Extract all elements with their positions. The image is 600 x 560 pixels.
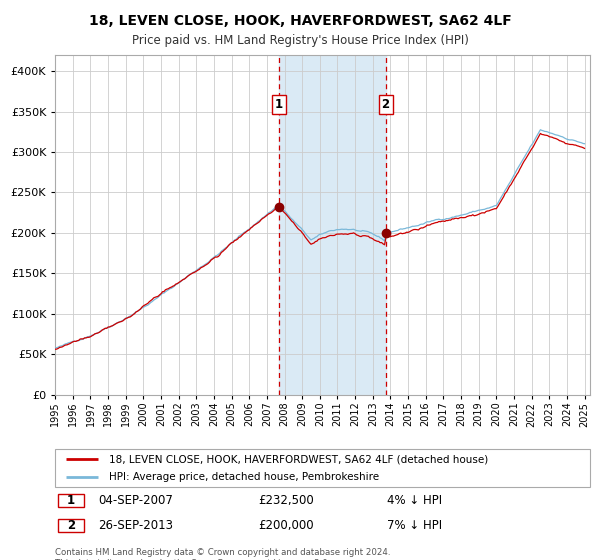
FancyBboxPatch shape <box>58 519 83 532</box>
FancyBboxPatch shape <box>58 494 83 507</box>
Text: 04-SEP-2007: 04-SEP-2007 <box>98 494 173 507</box>
Text: 2: 2 <box>382 97 390 111</box>
Text: 2: 2 <box>67 519 75 531</box>
Text: Price paid vs. HM Land Registry's House Price Index (HPI): Price paid vs. HM Land Registry's House … <box>131 34 469 46</box>
Text: £232,500: £232,500 <box>259 494 314 507</box>
Text: 1: 1 <box>275 97 283 111</box>
Text: £200,000: £200,000 <box>259 519 314 531</box>
FancyBboxPatch shape <box>55 449 590 487</box>
Bar <box>279 55 386 395</box>
Text: HPI: Average price, detached house, Pembrokeshire: HPI: Average price, detached house, Pemb… <box>109 472 379 482</box>
Text: 18, LEVEN CLOSE, HOOK, HAVERFORDWEST, SA62 4LF (detached house): 18, LEVEN CLOSE, HOOK, HAVERFORDWEST, SA… <box>109 454 488 464</box>
Text: 4% ↓ HPI: 4% ↓ HPI <box>386 494 442 507</box>
Text: Contains HM Land Registry data © Crown copyright and database right 2024.
This d: Contains HM Land Registry data © Crown c… <box>55 548 391 560</box>
Text: 7% ↓ HPI: 7% ↓ HPI <box>386 519 442 531</box>
Text: 18, LEVEN CLOSE, HOOK, HAVERFORDWEST, SA62 4LF: 18, LEVEN CLOSE, HOOK, HAVERFORDWEST, SA… <box>89 14 511 28</box>
Text: 1: 1 <box>67 494 75 507</box>
Text: 26-SEP-2013: 26-SEP-2013 <box>98 519 173 531</box>
